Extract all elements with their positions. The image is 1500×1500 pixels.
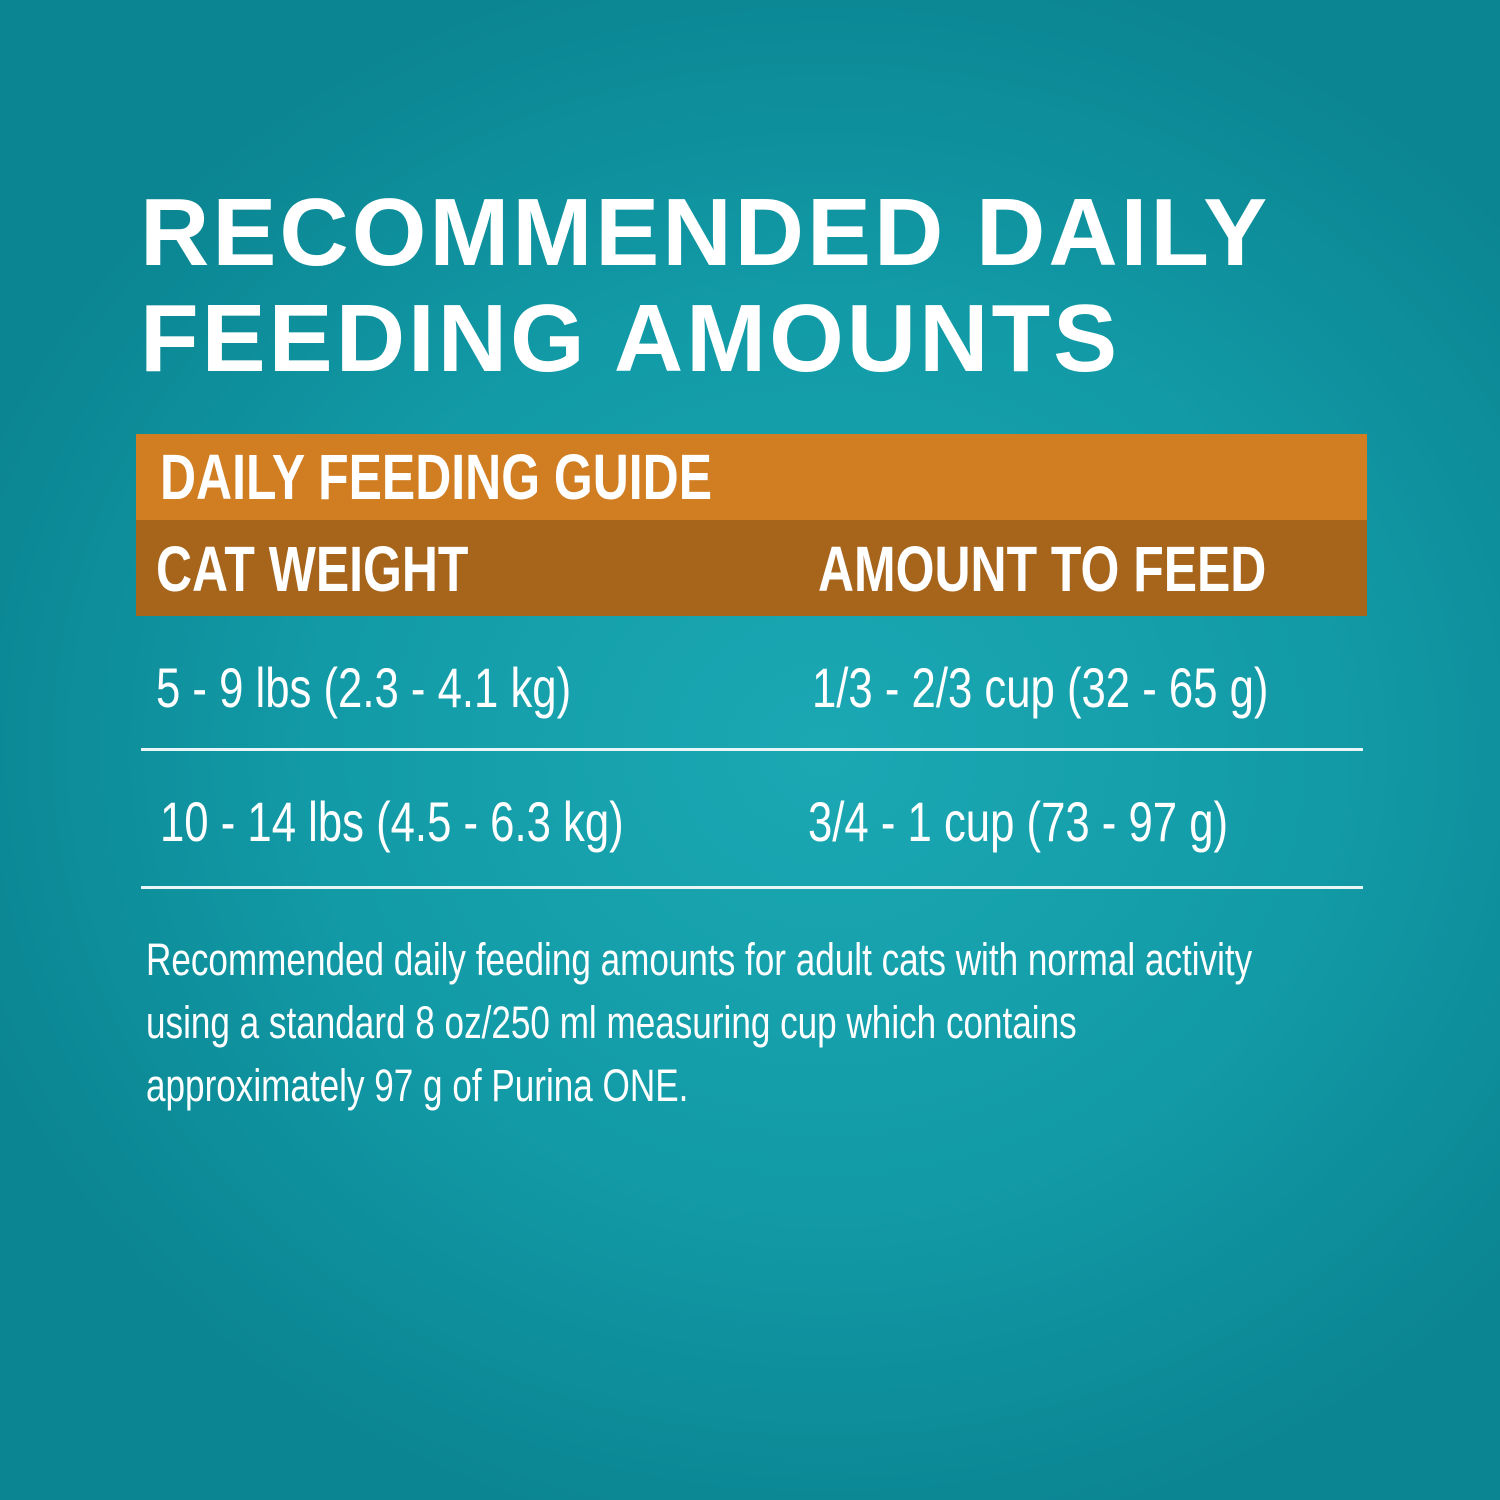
row-1-weight: 5 - 9 lbs (2.3 - 4.1 kg): [156, 656, 572, 719]
row-1-amount: 1/3 - 2/3 cup (32 - 65 g): [812, 656, 1269, 719]
footnote: Recommended daily feeding amounts for ad…: [146, 928, 1252, 1117]
title-line-1: RECOMMENDED DAILY: [140, 179, 1271, 286]
row-divider: [141, 748, 1363, 751]
footnote-line-1: Recommended daily feeding amounts for ad…: [146, 934, 1253, 985]
footnote-line-3: approximately 97 g of Purina ONE.: [146, 1060, 689, 1111]
title-line-2: FEEDING AMOUNTS: [140, 285, 1121, 392]
row-divider: [141, 886, 1363, 889]
row-2-weight: 10 - 14 lbs (4.5 - 6.3 kg): [160, 790, 624, 853]
footnote-line-2: using a standard 8 oz/250 ml measuring c…: [146, 997, 1077, 1048]
row-2-amount: 3/4 - 1 cup (73 - 97 g): [808, 790, 1229, 853]
header-amount-to-feed: AMOUNT TO FEED: [818, 533, 1267, 605]
header-cat-weight: CAT WEIGHT: [156, 533, 469, 605]
table-header-band: [136, 520, 1367, 616]
table-caption-band: [136, 434, 1367, 520]
table-caption: DAILY FEEDING GUIDE: [160, 441, 712, 513]
page-title: RECOMMENDED DAILY FEEDING AMOUNTS: [140, 180, 1270, 392]
